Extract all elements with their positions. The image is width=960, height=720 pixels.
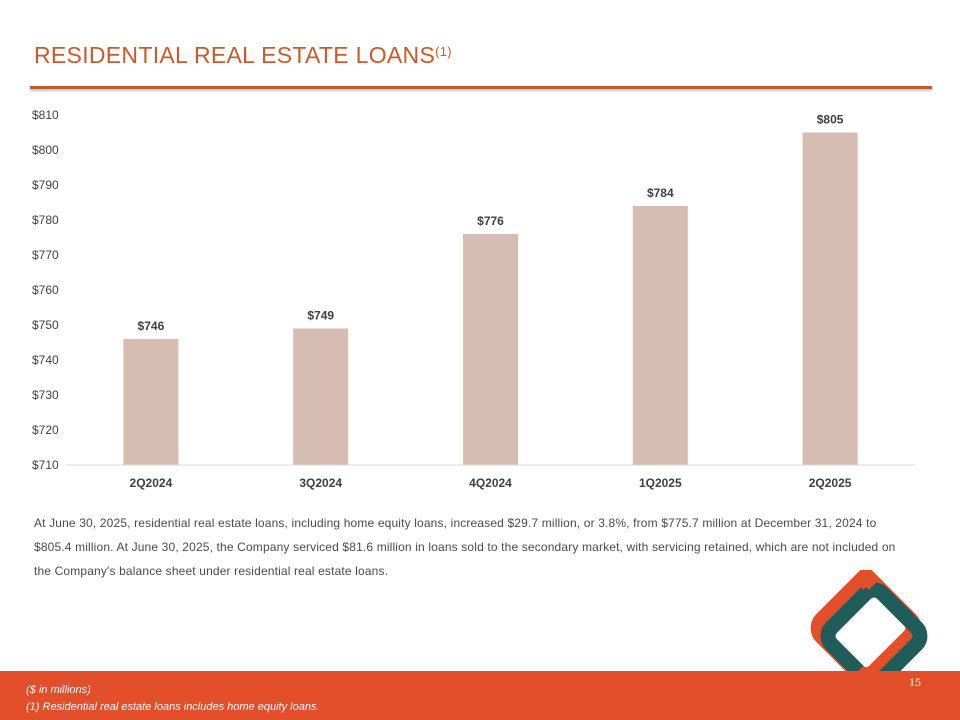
x-axis: 2Q2024 3Q2024 4Q2024 1Q2025 2Q2025 (66, 464, 915, 490)
y-tick-label: $800 (32, 143, 59, 157)
bar-4q2024 (463, 234, 518, 465)
y-tick-label: $750 (32, 318, 59, 332)
x-tick-label: 4Q2024 (469, 476, 512, 490)
data-label: $784 (647, 186, 674, 200)
definition-footnote: (1) Residential real estate loans includ… (26, 701, 320, 713)
y-tick-label: $770 (32, 248, 59, 262)
x-tick-label: 2Q2024 (130, 476, 173, 490)
loans-bar-chart: $710 $720 $730 $740 $750 $760 $770 $780 $790 $800… (32, 108, 915, 490)
y-tick-label: $720 (32, 423, 59, 437)
bar-3q2024 (293, 328, 349, 465)
y-tick-label: $730 (32, 388, 59, 402)
summary-text: At June 30, 2025, residential real estat… (34, 516, 896, 578)
y-tick-label: $810 (32, 108, 59, 122)
bar-2q2025 (802, 132, 858, 465)
x-tick-label: 3Q2024 (299, 476, 342, 490)
bar-1q2025 (632, 206, 688, 465)
title-divider (30, 86, 932, 89)
data-label: $776 (477, 214, 504, 228)
data-label: $805 (817, 113, 844, 127)
page-title: RESIDENTIAL REAL ESTATE LOANS(1) (34, 42, 452, 69)
units-footnote: ($ in millions) (26, 684, 91, 696)
y-axis: $710 $720 $730 $740 $750 $760 $770 $780 $790 $800… (32, 108, 59, 472)
title-footnote-marker: (1) (435, 44, 452, 59)
footer-bar: ($ in millions) (1) Residential real est… (0, 671, 960, 720)
y-tick-label: $740 (32, 353, 59, 367)
x-tick-label: 1Q2025 (639, 476, 682, 490)
data-label: $749 (307, 309, 334, 323)
y-tick-label: $760 (32, 283, 59, 297)
page-title-text: RESIDENTIAL REAL ESTATE LOANS (34, 42, 436, 68)
data-label: $746 (138, 319, 165, 333)
bars (123, 132, 858, 465)
y-tick-label: $780 (32, 213, 59, 227)
y-tick-label: $790 (32, 178, 59, 192)
data-labels: $746 $749 $776 $784 $805 (138, 113, 844, 334)
y-tick-label: $710 (32, 458, 59, 472)
x-tick-label: 2Q2025 (809, 476, 852, 490)
page-number: 15 (909, 675, 921, 689)
bar-2q2024 (123, 339, 179, 465)
